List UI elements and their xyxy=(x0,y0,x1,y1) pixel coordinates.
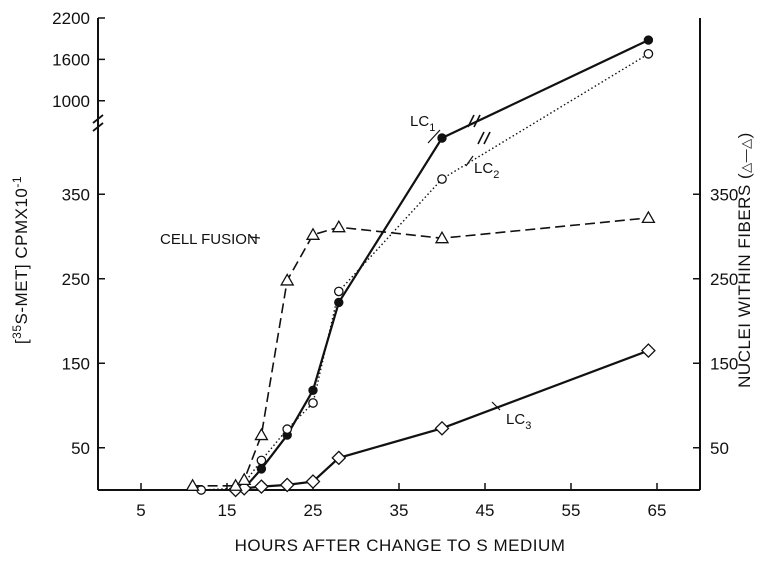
data-point xyxy=(228,478,243,491)
series-label-leader xyxy=(465,155,474,167)
labels-layer: LC1 LC2 LC3 CELL FUSION xyxy=(160,113,531,432)
data-point xyxy=(308,398,318,408)
data-point xyxy=(437,133,447,143)
ticks-layer: 5 15 25 35 45 55 65 50 150 250 350 1000 1600 2200 50 15… xyxy=(52,9,738,520)
data-point xyxy=(331,450,347,466)
series-label-leader xyxy=(491,401,501,411)
data-point xyxy=(282,424,293,435)
axes-layer xyxy=(92,18,701,491)
series-label-subscript: 3 xyxy=(525,420,531,432)
series-line xyxy=(192,217,649,487)
series-layer xyxy=(185,35,656,498)
y2-tick-label: 250 xyxy=(710,270,738,289)
x-tick-label: 15 xyxy=(218,501,237,520)
y-tick-label: 350 xyxy=(62,185,90,204)
data-point xyxy=(253,479,269,495)
y-tick-label: 50 xyxy=(71,439,90,458)
data-point xyxy=(437,174,447,184)
x-tick-label: 5 xyxy=(136,501,145,520)
series-label: LC3 xyxy=(506,411,531,432)
series-label-leader xyxy=(427,129,441,144)
y-tick-label: 2200 xyxy=(52,9,90,28)
series-label: LC2 xyxy=(474,160,499,181)
series-label: CELL FUSION xyxy=(160,231,258,248)
series-label-subscript: 1 xyxy=(429,122,435,134)
y2-tick-label: 150 xyxy=(710,354,738,373)
data-point xyxy=(643,35,654,45)
line-break-mark xyxy=(467,114,475,128)
series-line xyxy=(235,349,649,492)
data-point xyxy=(333,286,344,297)
y-axis-title-main: S-MET] CPMX10 xyxy=(12,188,31,325)
y2-axis-title: NUCLEI WITHIN FIBERS (△—△) xyxy=(735,132,754,388)
line-break-mark xyxy=(477,131,485,145)
data-point xyxy=(640,343,656,358)
data-point xyxy=(256,455,267,466)
data-point xyxy=(434,230,450,244)
line-break-mark xyxy=(483,131,491,145)
x-tick-label: 65 xyxy=(648,501,667,520)
x-tick-label: 55 xyxy=(562,501,581,520)
y2-tick-label: 50 xyxy=(710,439,729,458)
data-point xyxy=(334,297,344,308)
y-axis-break-mark xyxy=(92,114,104,124)
data-point xyxy=(305,227,321,240)
y-axis-title-open: [ xyxy=(12,339,31,344)
data-point xyxy=(237,472,252,486)
y-tick-label: 150 xyxy=(62,354,90,373)
line-break-mark xyxy=(473,114,481,128)
x-axis-title: HOURS AFTER CHANGE TO S MEDIUM xyxy=(235,536,566,555)
data-point xyxy=(305,474,321,489)
data-point xyxy=(331,219,346,233)
x-tick-label: 35 xyxy=(390,501,409,520)
y-axis-break-mark xyxy=(92,122,104,132)
y-axis-title-exp: -1 xyxy=(10,176,24,188)
data-point xyxy=(254,427,269,441)
y2-axis-title-main: NUCLEI WITHIN FIBERS ( xyxy=(735,173,754,388)
y2-tick-label: 350 xyxy=(710,185,738,204)
y2-axis-title-close: ) xyxy=(735,132,754,138)
y-tick-label: 1000 xyxy=(52,92,90,111)
data-point xyxy=(434,420,450,436)
y-tick-label: 250 xyxy=(62,270,90,289)
data-point xyxy=(185,478,200,491)
x-tick-label: 25 xyxy=(304,501,323,520)
series-label-subscript: 2 xyxy=(493,169,499,181)
y-axis-title-sup: 35 xyxy=(10,324,24,338)
data-point xyxy=(279,477,295,493)
data-point xyxy=(643,49,654,59)
data-point xyxy=(280,273,295,286)
y-axis-title: [35S-MET] CPMX10-1 xyxy=(10,176,31,344)
series-label: LC1 xyxy=(410,113,435,134)
x-tick-label: 45 xyxy=(476,501,495,520)
data-point xyxy=(256,464,267,474)
series-label-leader xyxy=(249,236,261,239)
y-tick-label: 1600 xyxy=(52,50,90,69)
y2-axis-title-key: △—△ xyxy=(738,138,753,173)
data-point xyxy=(641,210,656,224)
